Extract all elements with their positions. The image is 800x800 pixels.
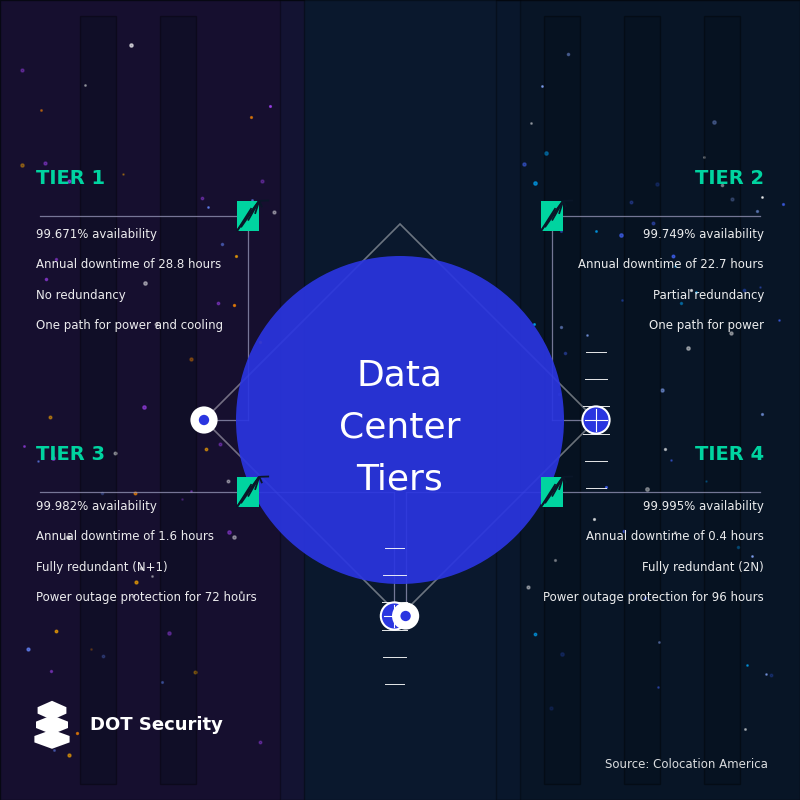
Text: Fully redundant (2N): Fully redundant (2N) <box>642 561 764 574</box>
FancyBboxPatch shape <box>0 0 304 800</box>
FancyBboxPatch shape <box>160 16 196 784</box>
Text: 99.982% availability: 99.982% availability <box>36 500 157 513</box>
FancyBboxPatch shape <box>624 16 660 784</box>
Text: Power outage protection for 72 hours: Power outage protection for 72 hours <box>36 591 257 604</box>
Text: TIER 1: TIER 1 <box>36 169 105 188</box>
FancyBboxPatch shape <box>237 201 259 231</box>
Text: Tiers: Tiers <box>357 463 443 497</box>
FancyBboxPatch shape <box>704 16 740 784</box>
Text: Annual downtime of 1.6 hours: Annual downtime of 1.6 hours <box>36 530 214 543</box>
Text: Annual downtime of 28.8 hours: Annual downtime of 28.8 hours <box>36 258 222 271</box>
Text: Center: Center <box>339 411 461 445</box>
Text: DOT Security: DOT Security <box>90 716 223 734</box>
Circle shape <box>381 602 408 630</box>
Text: Annual downtime of 22.7 hours: Annual downtime of 22.7 hours <box>578 258 764 271</box>
Text: Partial redundancy: Partial redundancy <box>653 289 764 302</box>
FancyBboxPatch shape <box>541 477 563 507</box>
FancyBboxPatch shape <box>280 0 520 800</box>
Circle shape <box>582 406 610 434</box>
Text: Data: Data <box>357 359 443 393</box>
Text: 99.995% availability: 99.995% availability <box>643 500 764 513</box>
FancyBboxPatch shape <box>541 201 563 231</box>
FancyBboxPatch shape <box>80 16 116 784</box>
Text: Source: Colocation America: Source: Colocation America <box>605 758 768 770</box>
Text: TIER 2: TIER 2 <box>695 169 764 188</box>
Circle shape <box>392 602 419 630</box>
FancyBboxPatch shape <box>237 477 259 507</box>
Circle shape <box>199 415 209 425</box>
Text: 99.671% availability: 99.671% availability <box>36 228 157 241</box>
Text: No redundancy: No redundancy <box>36 289 126 302</box>
Polygon shape <box>38 701 66 720</box>
FancyBboxPatch shape <box>544 16 580 784</box>
Text: Power outage protection for 96 hours: Power outage protection for 96 hours <box>543 591 764 604</box>
Text: 99.749% availability: 99.749% availability <box>643 228 764 241</box>
Text: One path for power: One path for power <box>649 319 764 332</box>
Text: One path for power and cooling: One path for power and cooling <box>36 319 223 332</box>
Text: Annual downtime of 0.4 hours: Annual downtime of 0.4 hours <box>586 530 764 543</box>
Circle shape <box>190 406 218 434</box>
Circle shape <box>401 611 410 621</box>
Polygon shape <box>36 715 68 734</box>
Polygon shape <box>34 730 70 749</box>
Text: Fully redundant (N+1): Fully redundant (N+1) <box>36 561 168 574</box>
Text: TIER 3: TIER 3 <box>36 445 105 464</box>
Circle shape <box>236 256 564 584</box>
FancyBboxPatch shape <box>496 0 800 800</box>
Text: TIER 4: TIER 4 <box>695 445 764 464</box>
